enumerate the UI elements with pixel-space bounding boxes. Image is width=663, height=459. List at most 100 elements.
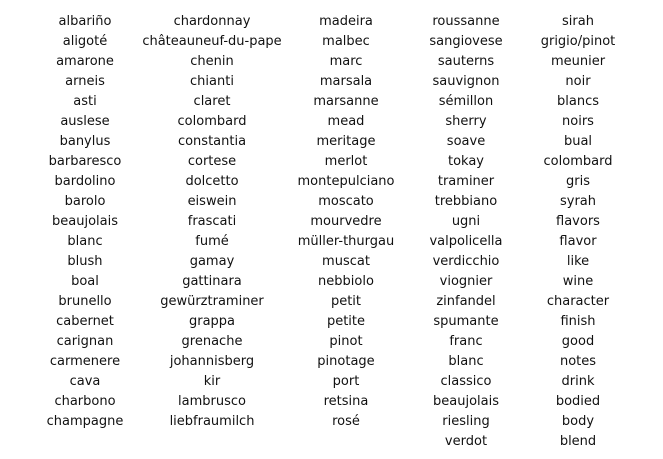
word-item: frascati <box>187 214 237 229</box>
word-item: beaujolais <box>433 394 499 409</box>
word-item: bual <box>563 134 593 149</box>
word-item: marsala <box>319 74 373 89</box>
word-item: port <box>332 374 360 389</box>
word-item: grigio/pinot <box>540 34 616 49</box>
word-item: mourvedre <box>310 214 382 229</box>
word-item: arneis <box>65 74 105 89</box>
word-item: spumante <box>433 314 499 329</box>
word-item: meunier <box>550 54 606 69</box>
word-item: châteauneuf-du-pape <box>142 34 282 49</box>
word-item: fumé <box>195 234 229 249</box>
word-item: sangiovese <box>429 34 503 49</box>
word-item: valpolicella <box>429 234 503 249</box>
word-item: gattinara <box>182 274 242 289</box>
word-item: constantia <box>177 134 247 149</box>
word-item: barbaresco <box>48 154 122 169</box>
word-item: merlot <box>324 154 368 169</box>
word-item: ugni <box>451 214 481 229</box>
word-item: carignan <box>56 334 114 349</box>
word-item: madeira <box>319 14 373 29</box>
word-column-5: sirah grigio/pinot meunier noir blancs noirs b… <box>541 12 616 452</box>
word-item: nebbiolo <box>318 274 374 289</box>
word-item: johannisberg <box>169 354 255 369</box>
word-item: sauterns <box>437 54 495 69</box>
word-item: traminer <box>437 174 495 189</box>
word-item: amarone <box>56 54 114 69</box>
word-item: classico <box>440 374 492 389</box>
word-item: rosé <box>332 414 360 429</box>
word-item: pinotage <box>317 354 375 369</box>
word-item: like <box>566 254 590 269</box>
word-item: colombard <box>177 114 247 129</box>
word-item: marc <box>329 54 363 69</box>
word-item: syrah <box>559 194 597 209</box>
word-item: muscat <box>322 254 370 269</box>
word-item: blush <box>67 254 103 269</box>
word-item: barolo <box>64 194 106 209</box>
word-item: noir <box>565 74 591 89</box>
word-item: riesling <box>442 414 490 429</box>
word-item: moscato <box>318 194 374 209</box>
word-item: character <box>546 294 610 309</box>
word-item: dolcetto <box>185 174 239 189</box>
word-item: mead <box>327 114 365 129</box>
word-item: viognier <box>439 274 493 289</box>
word-item: bardolino <box>54 174 116 189</box>
word-column-4: roussanne sangiovese sauterns sauvignon sémi… <box>429 12 502 452</box>
word-column-1: albariño aligoté amarone arneis asti auslese b… <box>47 12 124 432</box>
word-item: auslese <box>60 114 110 129</box>
word-item: asti <box>73 94 97 109</box>
word-item: banylus <box>59 134 111 149</box>
word-item: franc <box>449 334 483 349</box>
word-item: blanc <box>67 234 103 249</box>
word-item: blanc <box>448 354 484 369</box>
word-item: body <box>561 414 595 429</box>
word-item: sémillon <box>438 94 494 109</box>
word-item: colombard <box>543 154 613 169</box>
word-item: drink <box>561 374 595 389</box>
word-item: soave <box>446 134 486 149</box>
word-item: claret <box>193 94 231 109</box>
word-column-2: chardonnay châteauneuf-du-pape chenin chian… <box>142 12 281 432</box>
word-item: trebbiano <box>434 194 498 209</box>
word-item: grappa <box>188 314 236 329</box>
word-item: roussanne <box>432 14 500 29</box>
word-item: bodied <box>555 394 601 409</box>
word-item: meritage <box>316 134 376 149</box>
word-item: lambrusco <box>178 394 246 409</box>
word-item: flavor <box>559 234 597 249</box>
word-item: petite <box>326 314 366 329</box>
word-item: notes <box>559 354 597 369</box>
word-item: liebfraumilch <box>169 414 255 429</box>
word-item: verdot <box>444 434 488 449</box>
word-item: sirah <box>562 14 594 29</box>
word-item: chianti <box>190 74 234 89</box>
word-item: blend <box>559 434 597 449</box>
word-item: eiswein <box>187 194 237 209</box>
word-item: grenache <box>181 334 243 349</box>
word-item: sauvignon <box>432 74 500 89</box>
word-item: chenin <box>190 54 234 69</box>
word-item: aligoté <box>62 34 108 49</box>
word-item: cortese <box>187 154 237 169</box>
word-item: sherry <box>445 114 487 129</box>
word-item: retsina <box>323 394 369 409</box>
word-item: charbono <box>54 394 116 409</box>
word-item: boal <box>71 274 99 289</box>
word-item: verdicchio <box>432 254 500 269</box>
word-item: good <box>561 334 595 349</box>
word-item: müller-thurgau <box>297 234 395 249</box>
word-item: brunello <box>58 294 112 309</box>
word-item: gris <box>566 174 590 189</box>
word-item: chardonnay <box>173 14 251 29</box>
word-item: malbec <box>322 34 370 49</box>
word-item: carmenere <box>49 354 121 369</box>
word-item: montepulciano <box>297 174 395 189</box>
word-item: blancs <box>557 94 599 109</box>
word-item: kir <box>203 374 221 389</box>
word-item: marsanne <box>313 94 379 109</box>
word-item: flavors <box>556 214 600 229</box>
word-item: albariño <box>58 14 112 29</box>
word-item: gamay <box>189 254 235 269</box>
